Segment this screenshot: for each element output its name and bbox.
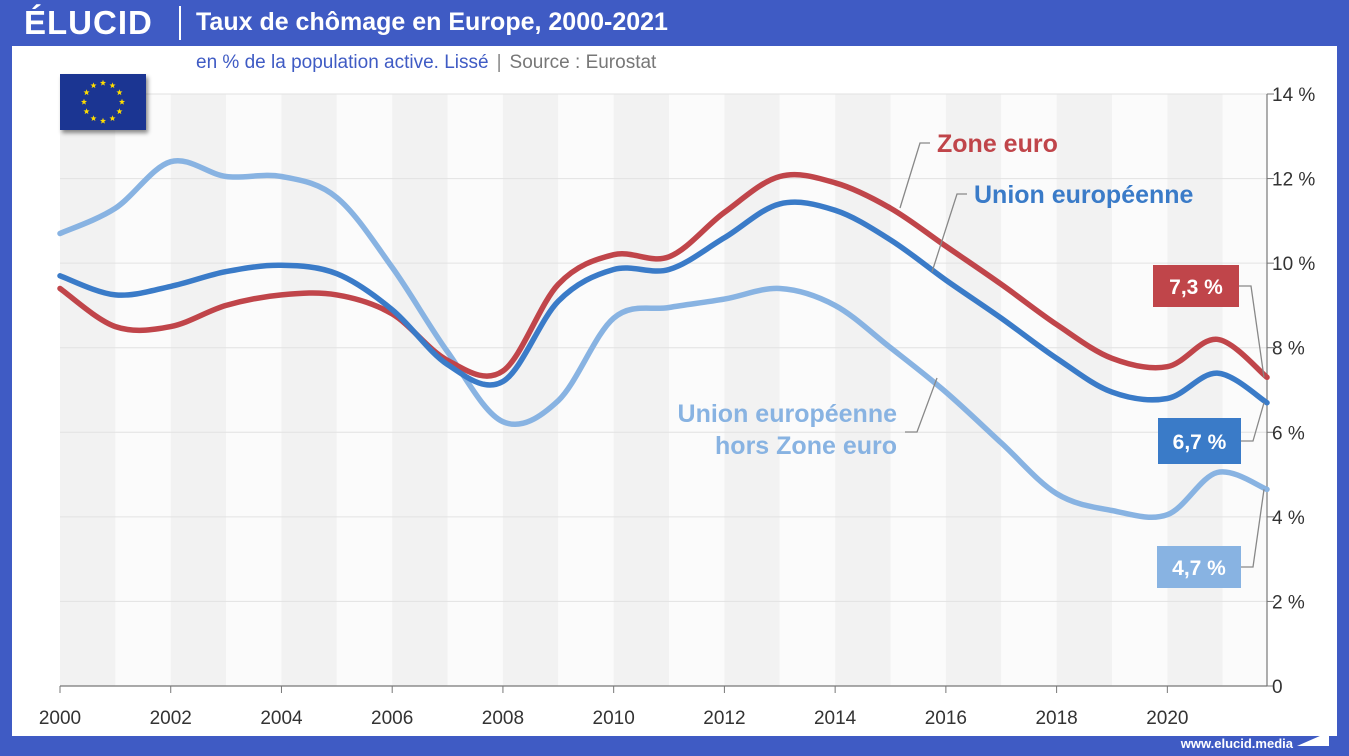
- leader-eu: [931, 193, 967, 273]
- series-labels: Zone euro Union européenne Union européenn…: [678, 130, 1241, 588]
- year-band: [115, 94, 171, 686]
- x-tick-label: 2006: [371, 708, 413, 729]
- flag-star: [109, 82, 116, 89]
- badge-leader-ez: [1239, 285, 1265, 378]
- footer-arrow-icon: [1297, 732, 1329, 746]
- year-band: [890, 94, 946, 686]
- flag-star: [109, 115, 116, 122]
- y-tick-label: 14 %: [1272, 85, 1315, 106]
- end-value-label-ez: 7,3 %: [1169, 276, 1223, 299]
- x-tick-label: 2020: [1146, 708, 1188, 729]
- series-label-eu: Union européenne: [974, 181, 1194, 209]
- flag-star: [90, 82, 97, 89]
- x-tick-label: 2012: [703, 708, 745, 729]
- flag-star: [90, 115, 97, 122]
- header-bar: ÉLUCID Taux de chômage en Europe, 2000-2…: [0, 0, 1349, 46]
- flag-star: [116, 108, 123, 115]
- elucid-logo: ÉLUCID: [24, 4, 153, 41]
- x-tick-label: 2018: [1035, 708, 1077, 729]
- y-tick-label: 6 %: [1272, 423, 1305, 444]
- x-tick-label: 2002: [150, 708, 192, 729]
- year-band: [613, 94, 670, 686]
- year-band: [502, 94, 559, 686]
- series-line-ez: [57, 171, 1270, 381]
- badge-leader-non_ez: [1241, 489, 1265, 568]
- series-label-non-ez-line1: Union européenne: [678, 400, 898, 428]
- end-value-badge-eu: [1158, 418, 1241, 464]
- chart-title: Taux de chômage en Europe, 2000-2021: [196, 8, 668, 36]
- eu-flag-stars: [80, 79, 126, 124]
- year-band: [724, 94, 780, 686]
- series-line-non_ez: [57, 157, 1270, 520]
- chart-subtitle: en % de la population active. Lissé | Sour…: [196, 52, 656, 74]
- footer-url: www.elucid.media: [1180, 736, 1293, 751]
- badge-leader-eu: [1241, 402, 1265, 442]
- y-tick-label: 12 %: [1272, 170, 1315, 191]
- axes: 0 2 % 4 % 6 % 8 % 10 % 12 % 14 % 2000 2002 2004 200…: [39, 85, 1316, 729]
- year-band: [170, 94, 227, 686]
- end-value-label-eu: 6,7 %: [1173, 431, 1227, 454]
- leader-non-ez: [905, 377, 938, 433]
- subtitle-separator: |: [496, 52, 502, 73]
- end-value-label-non_ez: 4,7 %: [1172, 557, 1226, 580]
- flag-star: [99, 79, 107, 86]
- series-line-eu: [57, 199, 1270, 406]
- year-band: [945, 94, 1002, 686]
- flag-star: [80, 98, 88, 105]
- header-divider: [179, 6, 181, 40]
- y-tick-label: 0: [1272, 677, 1283, 698]
- series-lines: [57, 157, 1270, 520]
- flag-star: [99, 117, 107, 124]
- horizontal-gridlines: [60, 93, 1267, 602]
- subtitle-main: en % de la population active. Lissé: [196, 52, 489, 73]
- x-tick-label: 2004: [260, 708, 303, 729]
- year-band: [336, 94, 393, 686]
- series-label-non-ez-line2: hors Zone euro: [715, 432, 897, 460]
- flag-star: [116, 89, 123, 96]
- year-band: [60, 94, 116, 686]
- x-tick-label: 2000: [39, 708, 81, 729]
- background-bands: [60, 94, 1267, 686]
- end-value-badge-ez: [1153, 265, 1239, 307]
- year-band: [226, 94, 282, 686]
- x-tick-label: 2010: [593, 708, 635, 729]
- leader-ez: [899, 142, 930, 209]
- year-band: [779, 94, 836, 686]
- series-label-ez: Zone euro: [937, 130, 1058, 158]
- y-tick-label: 8 %: [1272, 339, 1305, 360]
- subtitle-source: Source : Eurostat: [509, 52, 657, 73]
- y-tick-label: 4 %: [1272, 508, 1305, 529]
- flag-star: [83, 108, 90, 115]
- eu-flag-icon: [60, 74, 146, 130]
- y-tick-label: 10 %: [1272, 254, 1315, 275]
- x-tick-label: 2014: [814, 708, 857, 729]
- year-band: [669, 94, 725, 686]
- x-tick-label: 2008: [482, 708, 524, 729]
- flag-star: [83, 89, 90, 96]
- end-value-badge-non_ez: [1157, 546, 1241, 588]
- label-leader-lines: [899, 142, 1265, 568]
- x-tick-label: 2016: [925, 708, 967, 729]
- y-tick-label: 2 %: [1272, 592, 1305, 613]
- year-band: [392, 94, 448, 686]
- year-band: [1222, 94, 1267, 686]
- year-band: [1001, 94, 1057, 686]
- flag-star: [118, 98, 126, 105]
